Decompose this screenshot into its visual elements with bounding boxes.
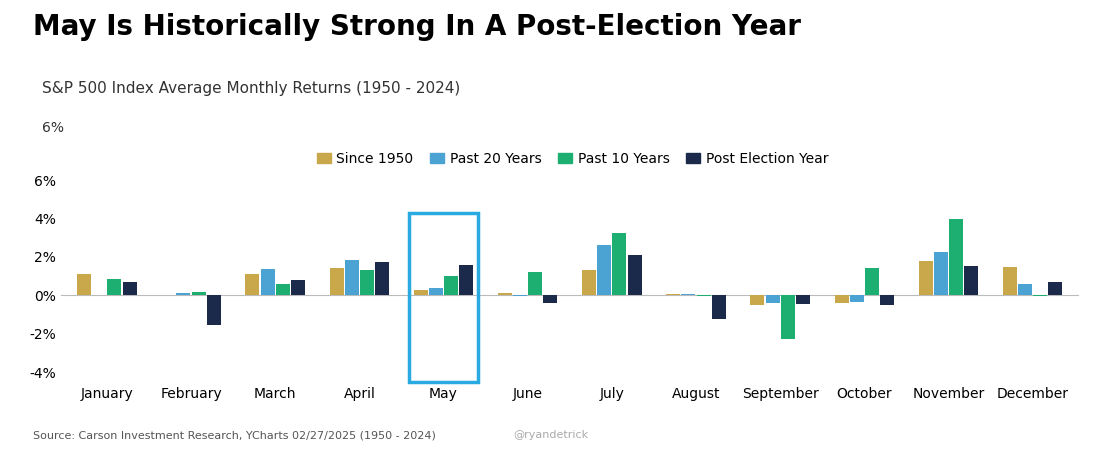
Bar: [582, 270, 596, 295]
Bar: [207, 295, 220, 325]
Bar: [1018, 284, 1032, 295]
Bar: [414, 290, 428, 295]
Bar: [880, 295, 894, 305]
Text: May Is Historically Strong In A Post-Election Year: May Is Historically Strong In A Post-Ele…: [33, 13, 802, 41]
Bar: [410, 213, 478, 382]
Bar: [1003, 267, 1017, 295]
Bar: [459, 264, 473, 295]
Bar: [375, 262, 389, 295]
Bar: [934, 252, 948, 295]
Bar: [275, 284, 290, 295]
Bar: [919, 261, 933, 295]
Text: 6%: 6%: [42, 121, 64, 135]
Bar: [964, 265, 978, 295]
Legend: Since 1950, Past 20 Years, Past 10 Years, Post Election Year: Since 1950, Past 20 Years, Past 10 Years…: [312, 146, 833, 171]
Bar: [949, 219, 963, 295]
Bar: [711, 295, 726, 319]
Bar: [544, 295, 557, 303]
Bar: [261, 269, 274, 295]
Bar: [628, 255, 642, 295]
Bar: [360, 270, 374, 295]
Bar: [598, 246, 611, 295]
Bar: [329, 268, 344, 295]
Text: S&P 500 Index Average Monthly Returns (1950 - 2024): S&P 500 Index Average Monthly Returns (1…: [42, 81, 460, 96]
Bar: [850, 295, 864, 302]
Text: @ryandetrick: @ryandetrick: [513, 430, 588, 440]
Bar: [429, 288, 443, 295]
Bar: [444, 276, 458, 295]
Bar: [192, 292, 206, 295]
Bar: [345, 260, 359, 295]
Bar: [781, 295, 795, 339]
Bar: [612, 233, 626, 295]
Bar: [122, 282, 137, 295]
Bar: [751, 295, 764, 305]
Bar: [291, 280, 305, 295]
Bar: [498, 293, 512, 295]
Text: Source: Carson Investment Research, YCharts 02/27/2025 (1950 - 2024): Source: Carson Investment Research, YCha…: [33, 430, 436, 440]
Bar: [697, 295, 710, 296]
Bar: [1048, 282, 1062, 295]
Bar: [108, 279, 121, 295]
Bar: [865, 269, 879, 295]
Bar: [246, 274, 260, 295]
Bar: [513, 295, 527, 296]
Bar: [1034, 295, 1047, 296]
Bar: [528, 272, 542, 295]
Bar: [77, 274, 91, 295]
Bar: [765, 295, 780, 303]
Bar: [796, 295, 810, 304]
Bar: [176, 293, 190, 295]
Bar: [835, 295, 849, 303]
